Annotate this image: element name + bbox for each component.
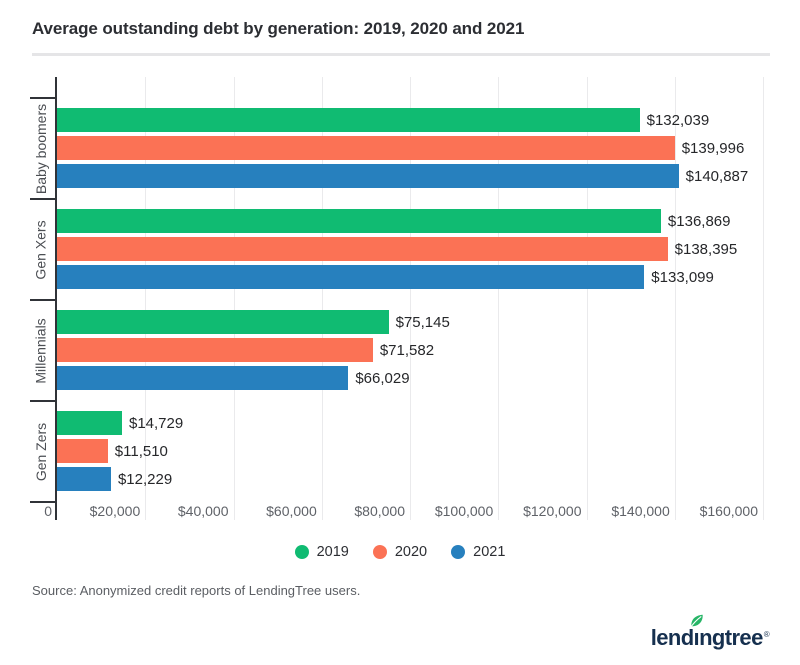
bar-row: $138,395 [57,237,763,261]
bar-row: $139,996 [57,136,763,160]
bar-row: $14,729 [57,411,763,435]
gridline [321,77,323,520]
bar-value-label: $139,996 [681,139,745,157]
gridline [586,77,588,520]
bar-2019 [57,310,389,334]
bar-2020 [57,338,373,362]
logo-dotless-i: ı [693,625,700,650]
y-axis-group-tick [30,400,55,402]
leaf-icon [689,614,703,628]
y-axis-category-label: Baby boomers [31,98,51,199]
gridline [410,77,411,520]
legend-label: 2020 [394,544,428,560]
y-axis-category-label: Gen Xers [31,199,51,300]
y-axis-category-text: Gen Xers [33,219,50,280]
category-band: $132,039 $139,996 $140,887 [57,98,763,199]
lendingtree-logo: lend ıngtree® [650,614,770,651]
gridline [498,77,500,520]
x-axis-tick-label: $20,000 [89,503,141,519]
bar-row: $66,029 [57,366,763,390]
registered-mark: ® [763,629,770,639]
legend-item-2019: 2019 [294,544,349,560]
legend-dot-icon [451,545,466,559]
bar-2020 [57,237,668,261]
bar-row: $75,145 [57,310,763,334]
bar-2021 [57,265,645,289]
x-axis-tick-label: $140,000 [611,503,670,519]
bar-row: $133,099 [57,265,763,289]
x-axis-tick-label: 0 [44,503,52,519]
bar-2020 [57,439,108,463]
title-divider [32,53,770,56]
legend-item-2020: 2020 [372,544,428,560]
bar-row: $132,039 [57,108,763,132]
x-axis-tick-label: $40,000 [177,503,229,519]
y-axis-category-label: Millennials [31,300,51,401]
plot-area: 0 $20,000 $40,000 $60,000 $80,000 $100,000 $12… [30,77,764,520]
bar-row: $12,229 [57,467,763,491]
bar-value-label: $136,869 [667,212,731,230]
source-note: Source: Anonymized credit reports of Len… [32,583,361,598]
bar-value-label: $71,582 [379,341,435,359]
bar-value-label: $138,395 [674,240,738,258]
bar-value-label: $140,887 [685,167,749,185]
legend-item-2021: 2021 [451,544,505,560]
y-axis-group-tick [30,501,55,503]
bar-row: $71,582 [57,338,763,362]
x-axis-tick-label: $80,000 [354,503,405,519]
bar-row: $136,869 [57,209,763,233]
category-band: $75,145 $71,582 $66,029 [57,300,763,401]
y-axis-category-text: Gen Zers [33,422,50,481]
bar-value-label: $132,039 [646,111,710,129]
y-axis-category-text: Millennials [33,317,50,384]
chart-title: Average outstanding debt by generation: … [32,19,525,38]
legend-label: 2019 [316,544,349,560]
gridline [674,77,676,520]
bar-2021 [57,366,349,390]
bar-2019 [57,108,640,132]
x-axis-tick-label: $60,000 [266,503,317,519]
x-axis-tick-label: $160,000 [699,503,758,519]
gridline [145,77,147,520]
bar-row: $11,510 [57,439,763,463]
logo-text-lead: lend [650,625,694,650]
y-axis-category-text: Baby boomers [33,103,49,194]
y-axis-group-tick [30,198,55,200]
x-axis-tick-label: $120,000 [523,503,582,519]
bar-value-label: $133,099 [651,268,714,286]
gridline [763,77,764,520]
legend-dot-icon [294,545,309,559]
bar-2021 [57,164,679,188]
y-axis-category-label: Gen Zers [31,401,51,502]
bar-value-label: $75,145 [395,313,450,331]
bar-value-label: $11,510 [114,442,168,460]
bar-value-label: $12,229 [117,470,173,488]
legend-label: 2021 [473,544,506,560]
bar-2021 [57,467,111,491]
legend-dot-icon [372,545,387,559]
logo-text-tail: ngtree [699,625,763,650]
bar-2019 [57,209,661,233]
category-band: $14,729 $11,510 $12,229 [57,401,763,502]
bar-2020 [57,136,675,160]
y-axis-group-tick [30,97,55,99]
bar-value-label: $14,729 [128,414,184,432]
bar-value-label: $66,029 [355,369,410,387]
category-band: $136,869 $138,395 $133,099 [57,199,763,300]
bar-2019 [57,411,122,435]
logo-letter-i: ı [689,614,703,651]
gridline [233,77,235,520]
x-axis-tick-label: $100,000 [434,503,494,519]
y-axis-group-tick [30,299,55,301]
bar-row: $140,887 [57,164,763,188]
chart-legend: 2019 2020 2021 [0,544,800,560]
